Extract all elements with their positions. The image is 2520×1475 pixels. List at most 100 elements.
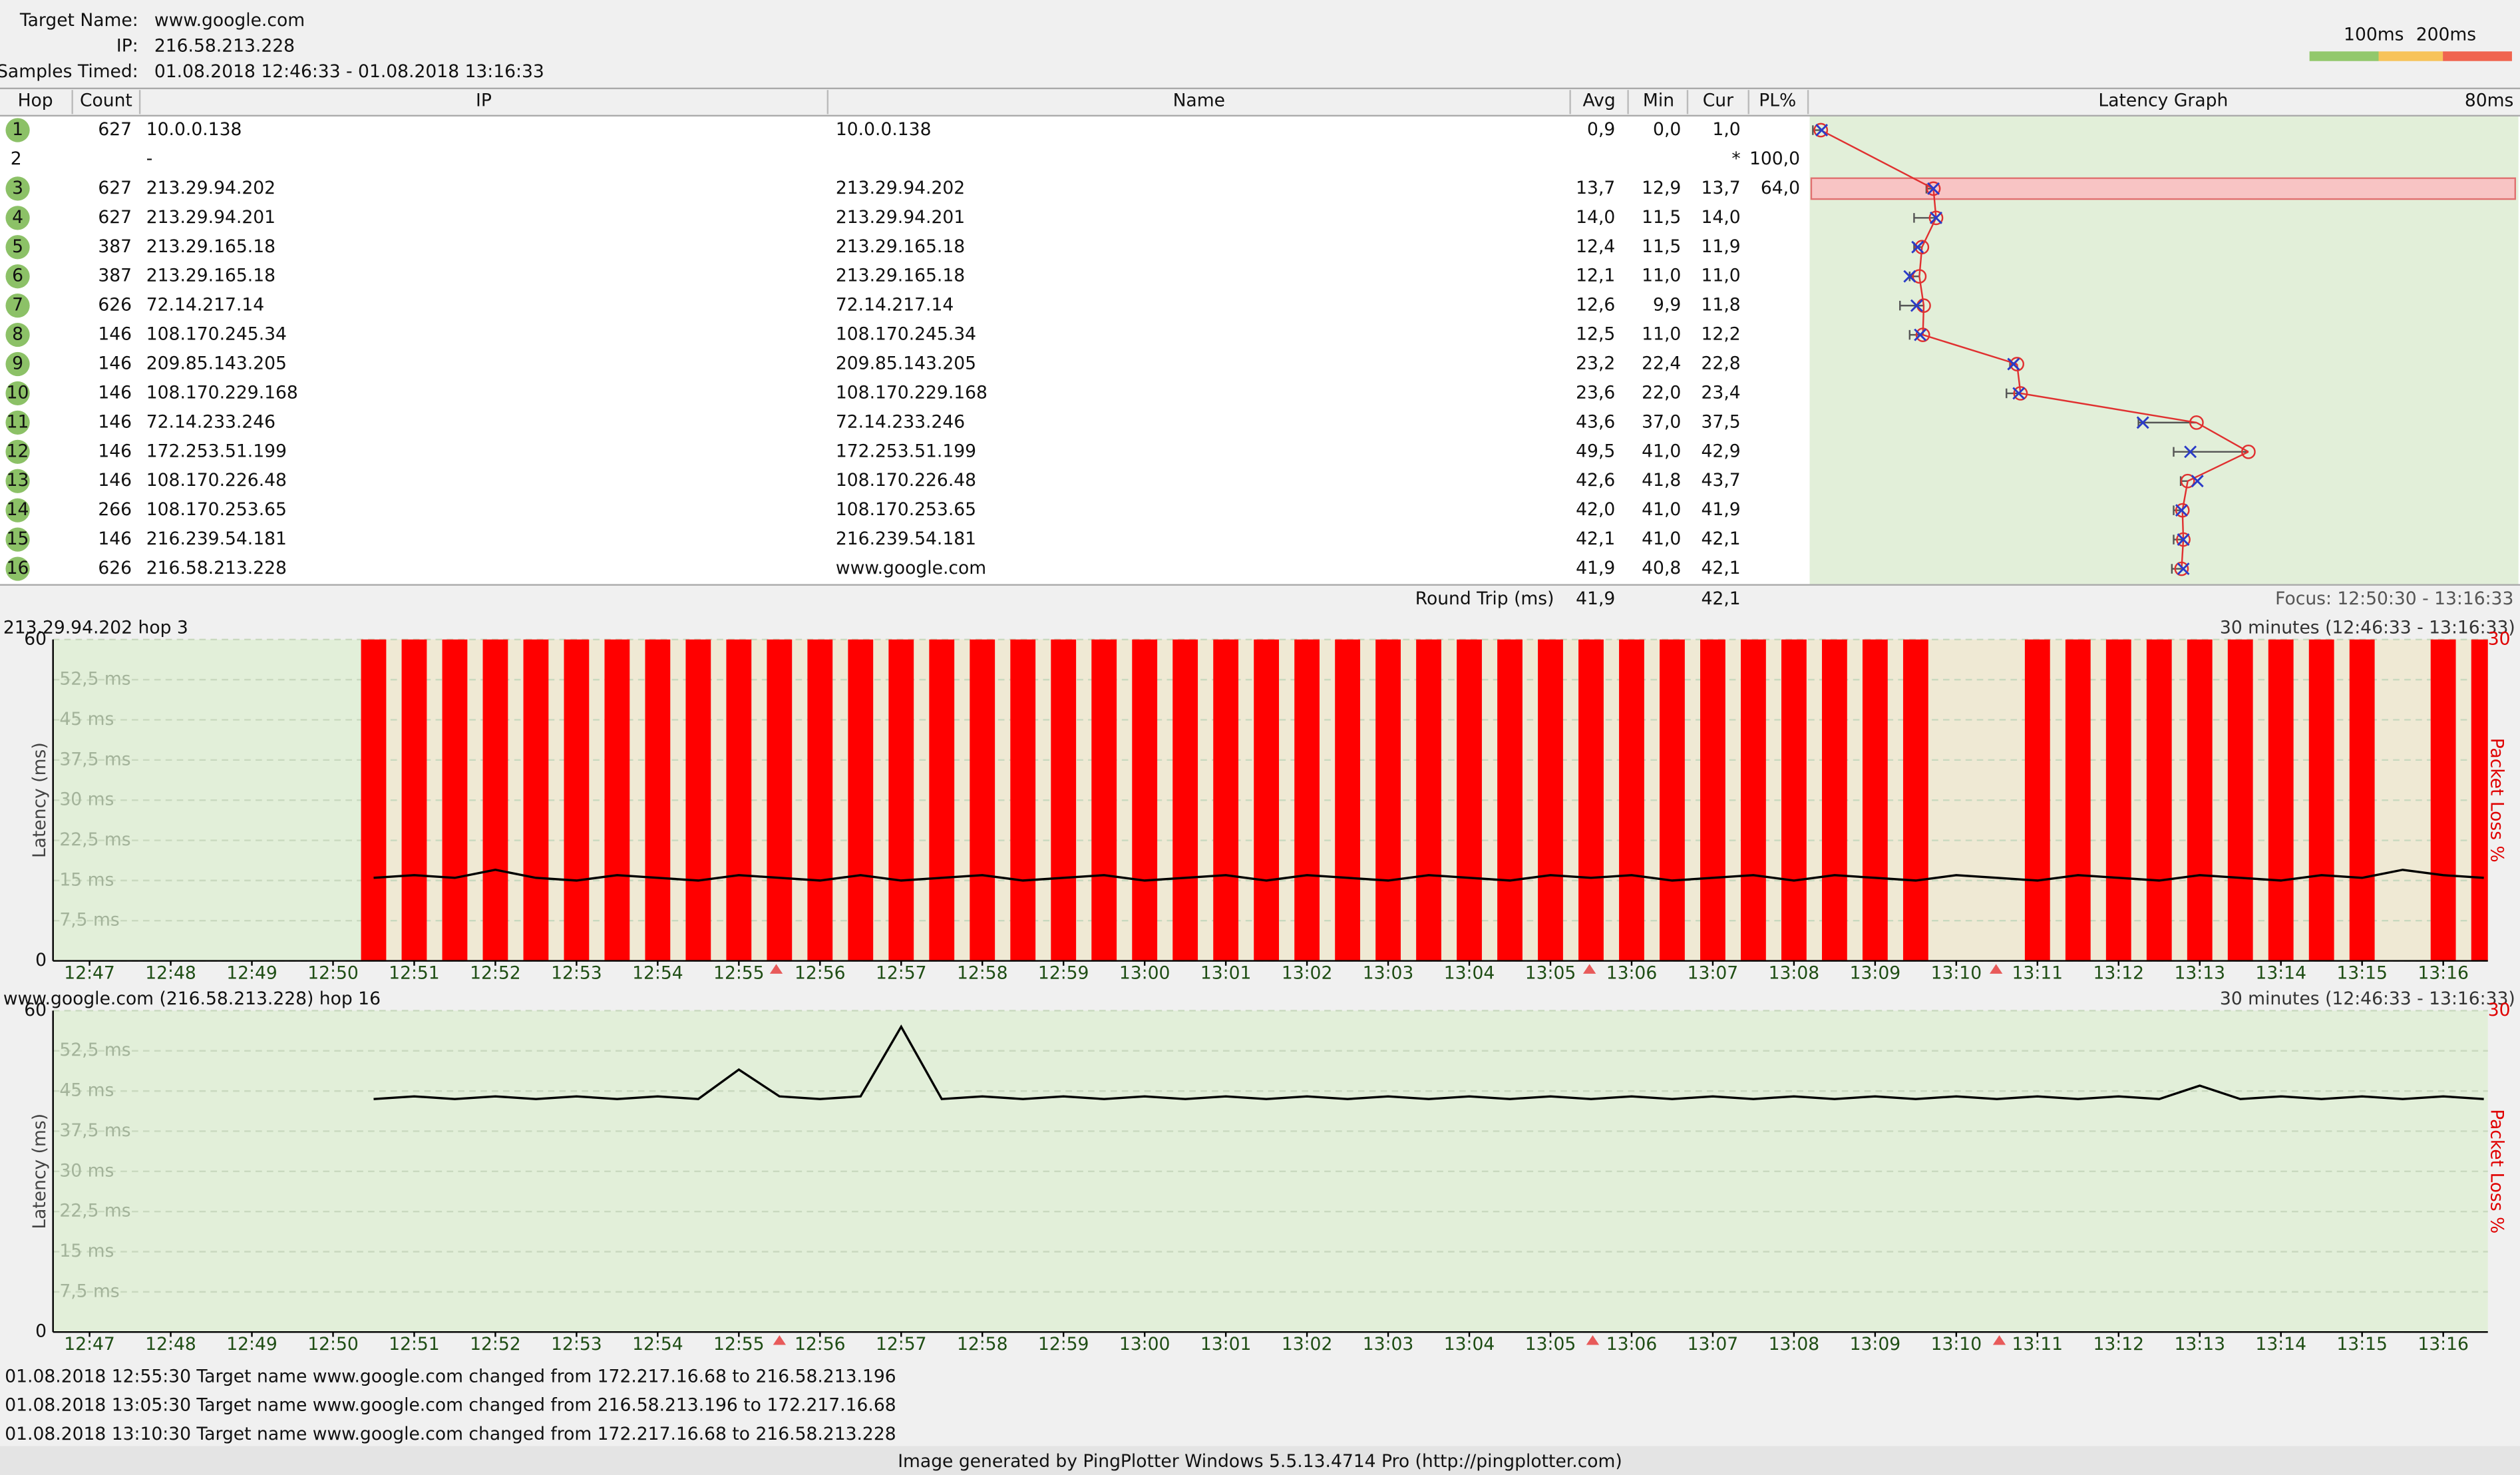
y2-axis-label: Packet Loss % <box>2486 738 2507 863</box>
event-marker <box>1990 964 2003 974</box>
avg-link <box>1921 217 1937 248</box>
avg-link <box>2196 421 2249 453</box>
x-tick-label: 13:11 <box>2012 962 2064 983</box>
cell-pl: 64,0 <box>1761 178 1800 198</box>
y-tick-label: 37,5 ms <box>59 1120 130 1141</box>
x-tick-label: 13:10 <box>1931 962 1982 983</box>
loss-bar <box>767 639 793 961</box>
cell-min: 11,0 <box>1642 324 1681 345</box>
cell-cur: 23,4 <box>1702 382 1741 403</box>
cur-marker <box>2177 562 2190 576</box>
x-tick-label: 13:02 <box>1282 962 1333 983</box>
footer-bar <box>0 1446 2520 1475</box>
column-header: Hop <box>18 91 53 111</box>
avg-link <box>2181 481 2189 511</box>
avg-marker <box>2013 386 2028 401</box>
column-header: Min <box>1643 91 1674 111</box>
loss-bar <box>1578 639 1604 961</box>
value: www.google.com <box>154 10 305 31</box>
loss-bar <box>807 639 833 961</box>
x-tick-label: 13:00 <box>1119 1334 1170 1355</box>
loss-bar <box>2308 639 2334 961</box>
loss-bar <box>1010 639 1036 961</box>
cell-avg: 12,5 <box>1576 324 1615 345</box>
cell-min: 0,0 <box>1653 119 1681 140</box>
cell-count: 266 <box>98 499 132 520</box>
cur-marker <box>1929 211 1942 224</box>
loss-bar <box>1660 639 1685 961</box>
cell-ip: 213.29.165.18 <box>146 266 275 286</box>
label: Samples Timed: <box>0 61 138 82</box>
loss-bar <box>2349 639 2375 961</box>
cell-name: 213.29.94.202 <box>836 178 965 198</box>
loss-bar <box>482 639 508 961</box>
cell-avg: 13,7 <box>1576 178 1615 198</box>
cell-cur: 11,0 <box>1702 266 1741 286</box>
y-tick-label: 45 ms <box>59 1080 114 1101</box>
hop-badge <box>5 527 30 552</box>
avg-marker <box>2189 415 2204 430</box>
hop: 9 <box>12 353 23 374</box>
x-tick-label: 13:12 <box>2093 1334 2145 1355</box>
y-tick-label: 30 ms <box>59 1160 114 1181</box>
loss-bar <box>2227 639 2253 961</box>
y-tick-label: 0 <box>35 1321 47 1342</box>
loss-bar <box>1213 639 1239 961</box>
cell-name: 216.239.54.181 <box>836 528 976 549</box>
cell-avg: 42,1 <box>1576 528 1615 549</box>
cur-marker <box>2012 387 2026 400</box>
latency-line <box>373 1024 2484 1100</box>
cell-min: 22,0 <box>1642 382 1681 403</box>
x-tick-label: 12:53 <box>551 1334 602 1355</box>
x-tick-label: 12:49 <box>226 1334 277 1355</box>
column-header: Name <box>1173 91 1225 111</box>
avg-marker <box>2176 532 2191 547</box>
loss-bar <box>1132 639 1158 961</box>
x-tick-label: 13:04 <box>1444 1334 1495 1355</box>
cell-min: 41,0 <box>1642 528 1681 549</box>
hop: 13 <box>7 470 29 491</box>
cell-min: 9,9 <box>1653 295 1681 316</box>
column-header: Latency Graph <box>2098 91 2228 111</box>
avg-marker <box>2241 444 2256 459</box>
x-tick-label: 13:06 <box>1606 962 1658 983</box>
cell-avg: 23,2 <box>1576 353 1615 374</box>
chart-subtitle: 30 minutes (12:46:33 - 13:16:33) <box>2220 617 2515 638</box>
cell-count: 146 <box>98 411 132 432</box>
loss-bar <box>564 639 590 961</box>
cell-min: 12,9 <box>1642 178 1681 198</box>
event-marker <box>1586 1335 1600 1345</box>
x-tick-label: 12:59 <box>1038 962 1089 983</box>
cell-cur: 14,0 <box>1702 207 1741 228</box>
scale-label: 200ms <box>2416 25 2476 45</box>
cell-cur: 1,0 <box>1712 119 1740 140</box>
y-tick-label: 0 <box>35 950 47 970</box>
hop: 6 <box>12 266 23 286</box>
cell-cur: 42,1 <box>1702 558 1741 578</box>
x-tick-label: 13:05 <box>1525 1334 1576 1355</box>
event: 01.08.2018 12:55:30 Target name www.goog… <box>5 1366 896 1386</box>
cur-marker <box>1910 299 1923 312</box>
loss-bar <box>1497 639 1523 961</box>
y2-tick-label: 30 <box>2488 628 2511 649</box>
loss-bar <box>1619 639 1644 961</box>
value: 216.58.213.228 <box>154 36 295 57</box>
cur-marker <box>2136 416 2149 429</box>
x-tick-label: 12:55 <box>713 962 765 983</box>
x-tick-label: 12:52 <box>470 1334 521 1355</box>
loss-bar <box>929 639 955 961</box>
cell-avg: 0,9 <box>1587 119 1615 140</box>
cell-count: 146 <box>98 470 132 491</box>
cell-cur: 43,7 <box>1702 470 1741 491</box>
cell-min: 22,4 <box>1642 353 1681 374</box>
y2-axis-label: Packet Loss % <box>2486 1109 2507 1233</box>
hop-badge <box>5 381 30 406</box>
loss-bar <box>1538 639 1563 961</box>
avg-link <box>1922 333 2018 365</box>
loss-bar <box>1821 639 1847 961</box>
cur-marker <box>2191 475 2204 488</box>
x-tick-label: 13:16 <box>2418 1334 2469 1355</box>
cell-ip: 213.29.165.18 <box>146 236 275 257</box>
x-tick-label: 13:08 <box>1769 1334 1820 1355</box>
y-tick-label: 7,5 ms <box>59 1281 119 1301</box>
